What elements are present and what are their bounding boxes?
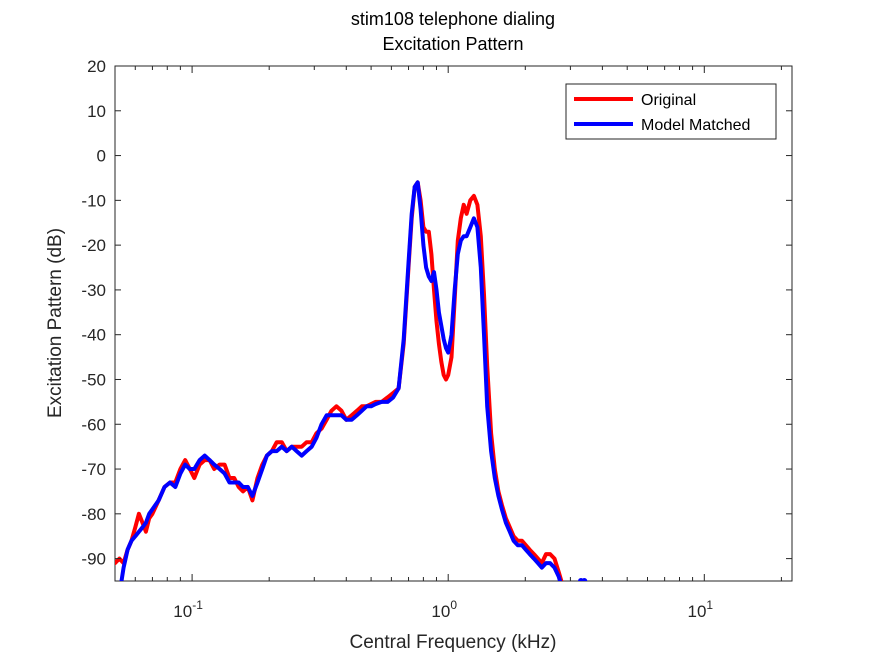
x-tick-label: 100	[431, 598, 457, 621]
chart-subtitle: Excitation Pattern	[382, 34, 523, 54]
y-tick-label: -50	[81, 370, 106, 389]
series-line-model-matched	[119, 180, 563, 581]
y-tick-label: -10	[81, 191, 106, 210]
y-tick-label: 0	[97, 147, 106, 166]
chart-title: stim108 telephone dialing	[351, 9, 555, 29]
x-tick-label: 101	[687, 598, 713, 621]
x-tick-exponent: 1	[706, 598, 713, 612]
x-tick-label: 10-1	[173, 598, 203, 621]
y-tick-label: 10	[87, 102, 106, 121]
legend-label-model-matched: Model Matched	[641, 117, 750, 134]
series-layer	[115, 180, 588, 581]
y-axis-label: Excitation Pattern (dB)	[45, 228, 66, 418]
legend-label-original: Original	[641, 92, 696, 109]
x-axis-ticks: 10-1 100 101	[114, 66, 782, 621]
x-tick-base: 10	[173, 602, 192, 621]
x-tick-base: 10	[431, 602, 450, 621]
y-tick-label: -90	[81, 550, 106, 569]
y-axis-ticks: 20 10 0 -10 -20 -30 -40 -50 -60 -70 -80 -90	[81, 57, 792, 569]
x-axis-label: Central Frequency (kHz)	[350, 632, 557, 653]
legend-box	[565, 83, 777, 140]
y-tick-label: 20	[87, 57, 106, 76]
y-tick-label: -40	[81, 326, 106, 345]
x-tick-exponent: 0	[450, 598, 457, 612]
isolated-data-point	[581, 578, 588, 581]
y-tick-label: -20	[81, 236, 106, 255]
x-tick-exponent: -1	[192, 598, 203, 612]
plot-area	[114, 65, 793, 582]
y-tick-label: -70	[81, 460, 106, 479]
y-tick-label: -60	[81, 415, 106, 434]
y-tick-label: -80	[81, 505, 106, 524]
y-tick-label: -30	[81, 281, 106, 300]
legend: Original Model Matched	[565, 83, 777, 140]
x-tick-base: 10	[687, 602, 706, 621]
